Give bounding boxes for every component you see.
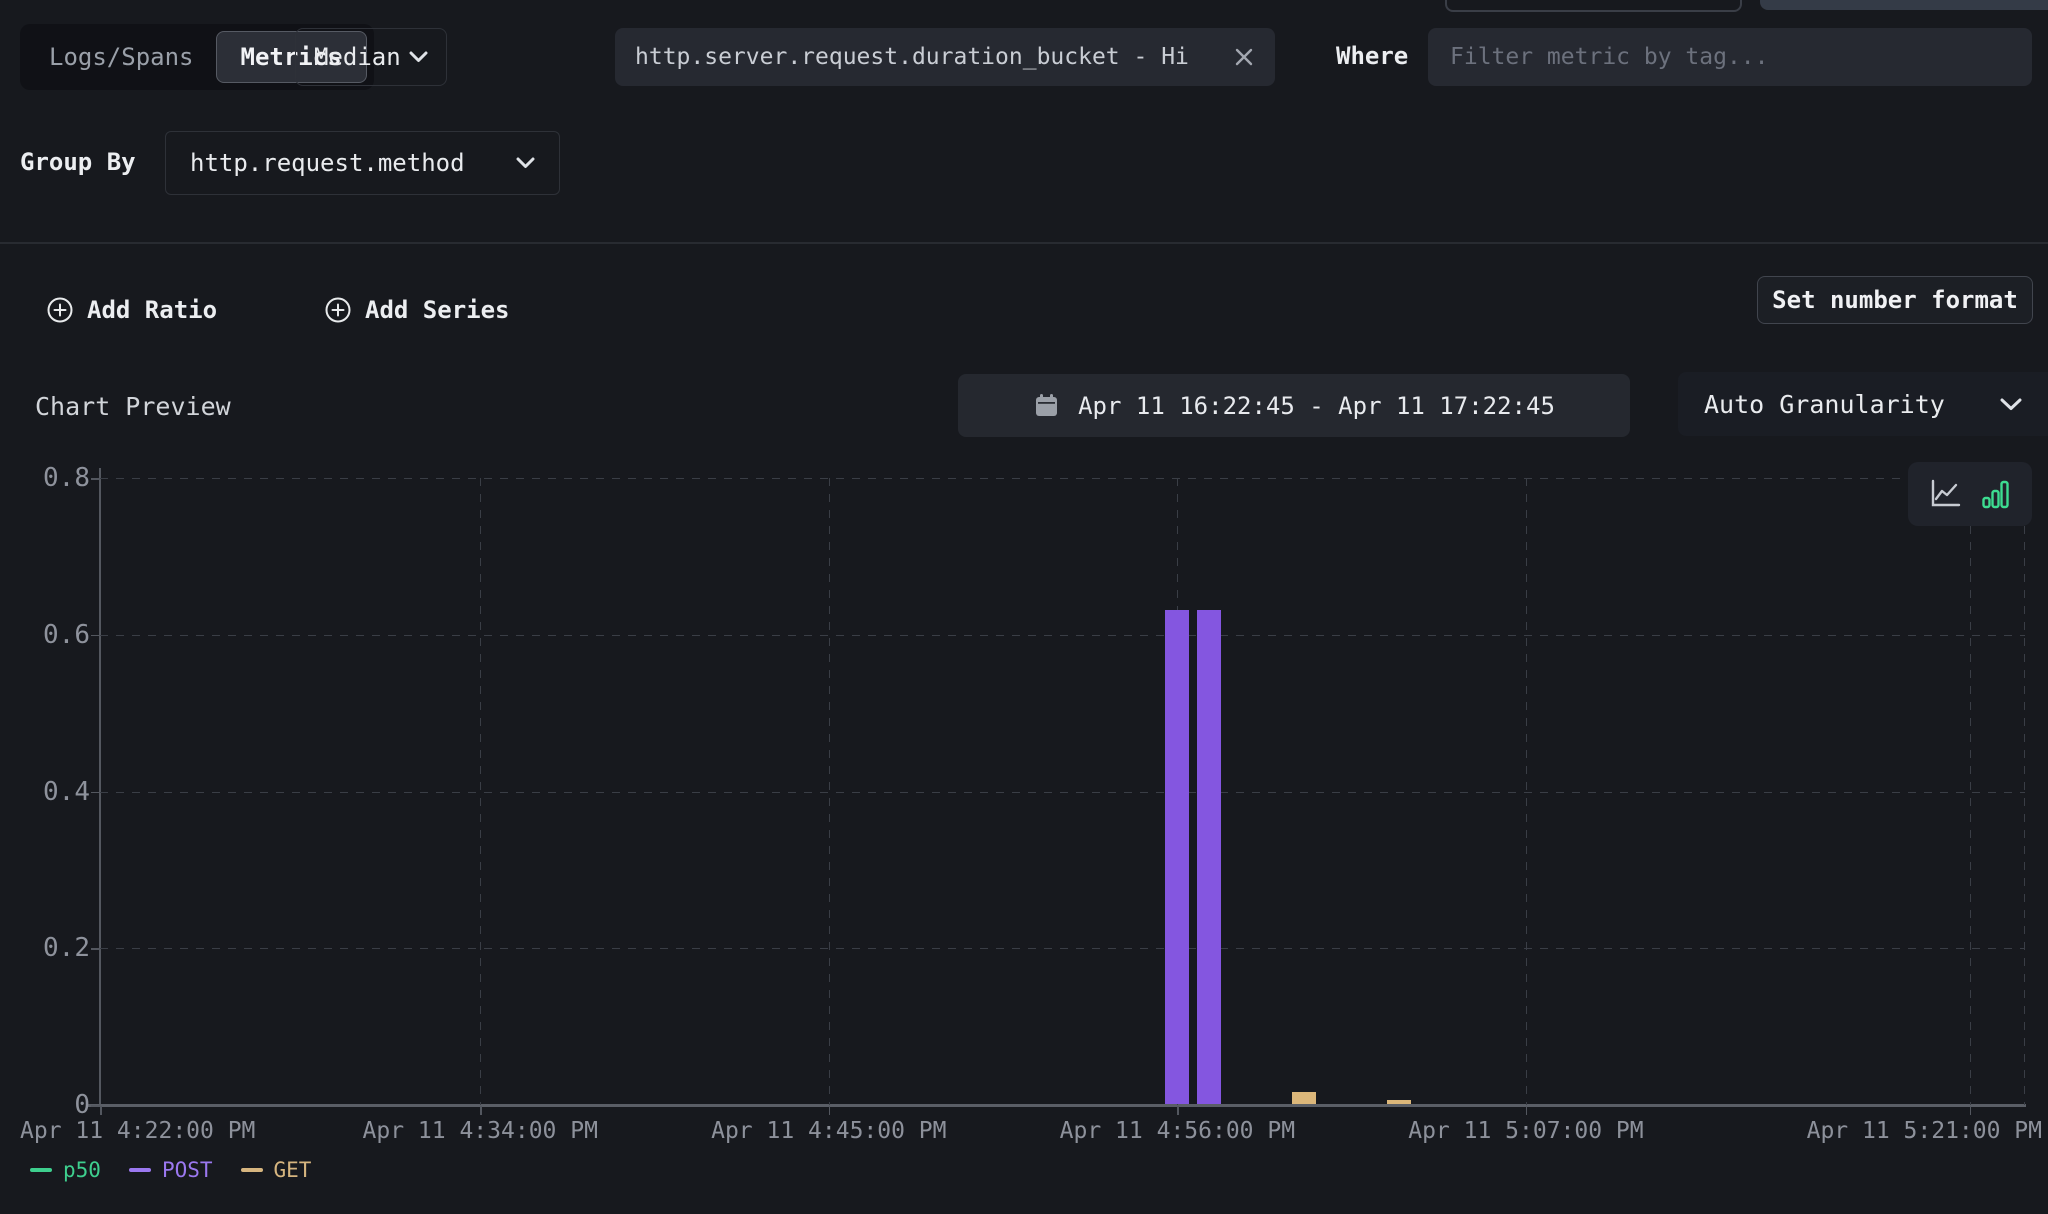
x-tick-mark <box>828 1106 831 1115</box>
y-tick-mark <box>91 478 100 480</box>
x-tick-mark <box>100 1106 102 1115</box>
chart-type-toggle <box>1908 462 2032 526</box>
group-by-select[interactable]: http.request.method <box>165 131 560 195</box>
group-by-label: Group By <box>20 148 136 176</box>
bar-post <box>1197 610 1222 1104</box>
top-cropped-input[interactable] <box>1445 0 1742 12</box>
h-gridline <box>100 478 2025 479</box>
y-tick-label: 0.2 <box>43 933 90 964</box>
calendar-icon <box>1036 394 1058 416</box>
x-tick-mark <box>1969 1106 1972 1115</box>
v-gridline <box>828 478 830 1105</box>
v-gridline <box>1969 478 1971 1105</box>
y-tick-label: 0.8 <box>43 463 90 493</box>
filter-input[interactable] <box>1428 28 2032 86</box>
time-range-value: Apr 11 16:22:45 - Apr 11 17:22:45 <box>1078 391 1555 420</box>
add-series-label: Add Series <box>365 296 510 324</box>
v-gridline-edge <box>2024 478 2025 1105</box>
legend-label: p50 <box>63 1158 101 1182</box>
where-label: Where <box>1336 42 1409 70</box>
chart-plot[interactable] <box>100 478 2025 1105</box>
x-tick-mark <box>480 1106 482 1115</box>
x-tick-label: Apr 11 4:22:00 PM <box>20 1118 256 1144</box>
aggregation-value: Median <box>314 43 401 71</box>
v-gridline <box>480 478 482 1105</box>
legend-label: POST <box>161 1158 213 1182</box>
metric-pill[interactable]: http.server.request.duration_bucket - Hi <box>615 28 1275 86</box>
chart-preview-title: Chart Preview <box>35 392 231 421</box>
x-tick-label: Apr 11 4:34:00 PM <box>362 1118 598 1144</box>
time-range-picker[interactable]: Apr 11 16:22:45 - Apr 11 17:22:45 <box>958 374 1630 437</box>
x-tick-label: Apr 11 4:45:00 PM <box>711 1118 947 1144</box>
h-gridline <box>100 948 2025 950</box>
h-gridline <box>100 791 2025 793</box>
granularity-value: Auto Granularity <box>1704 389 1945 419</box>
line-chart-icon[interactable] <box>1930 479 1962 509</box>
bar-post <box>1165 610 1190 1104</box>
x-tick-label: Apr 11 5:07:00 PM <box>1408 1118 1644 1144</box>
legend-label: GET <box>273 1158 312 1182</box>
bar-chart-icon[interactable] <box>1982 479 2010 509</box>
source-tab-group: Logs/Spans Metrics <box>20 24 374 90</box>
y-tick-mark <box>91 948 100 950</box>
y-tick-mark <box>91 634 100 637</box>
x-tick-mark <box>1525 1106 1528 1115</box>
granularity-select[interactable]: Auto Granularity <box>1678 372 2048 436</box>
circle-plus-icon <box>47 297 73 323</box>
legend-item-get[interactable]: GET <box>240 1158 312 1182</box>
chevron-down-icon <box>2000 398 2022 410</box>
legend-dash-icon <box>128 1168 151 1172</box>
group-by-value: http.request.method <box>190 149 465 177</box>
legend-item-post[interactable]: POST <box>128 1158 213 1182</box>
y-tick-label: 0.6 <box>43 619 90 650</box>
y-tick-mark <box>91 1105 100 1107</box>
x-tick-label: Apr 11 5:21:00 PM <box>1806 1118 2042 1144</box>
tab-logs-spans[interactable]: Logs/Spans <box>49 43 194 71</box>
circle-plus-icon <box>325 297 351 323</box>
add-series-button[interactable]: Add Series <box>324 296 510 324</box>
y-tick-mark <box>91 791 100 793</box>
chevron-down-icon <box>409 51 428 62</box>
close-icon[interactable] <box>1233 46 1255 68</box>
add-ratio-label: Add Ratio <box>87 296 218 324</box>
x-tick-label: Apr 11 4:56:00 PM <box>1059 1118 1296 1144</box>
legend-dash-icon <box>240 1168 263 1172</box>
y-tick-label: 0.4 <box>43 776 90 807</box>
metric-name: http.server.request.duration_bucket - Hi <box>635 44 1189 70</box>
h-gridline <box>100 634 2025 636</box>
chart-legend: p50 POST GET <box>30 1158 311 1182</box>
bar-get <box>1292 1092 1317 1104</box>
y-tick-label: 0 <box>74 1090 90 1120</box>
legend-dash-icon <box>30 1168 52 1172</box>
x-tick-mark <box>1177 1106 1179 1115</box>
add-ratio-button[interactable]: Add Ratio <box>46 296 217 324</box>
section-divider <box>0 242 2048 244</box>
v-gridline <box>1525 478 1527 1105</box>
aggregation-select[interactable]: Median <box>295 28 447 86</box>
legend-item-p50[interactable]: p50 <box>30 1158 101 1182</box>
chevron-down-icon <box>516 157 535 168</box>
set-number-format-button[interactable]: Set number format <box>1757 276 2033 324</box>
bar-get <box>1387 1100 1412 1104</box>
tab-metrics[interactable]: Metrics <box>215 31 367 83</box>
top-cropped-button[interactable] <box>1760 0 2048 10</box>
